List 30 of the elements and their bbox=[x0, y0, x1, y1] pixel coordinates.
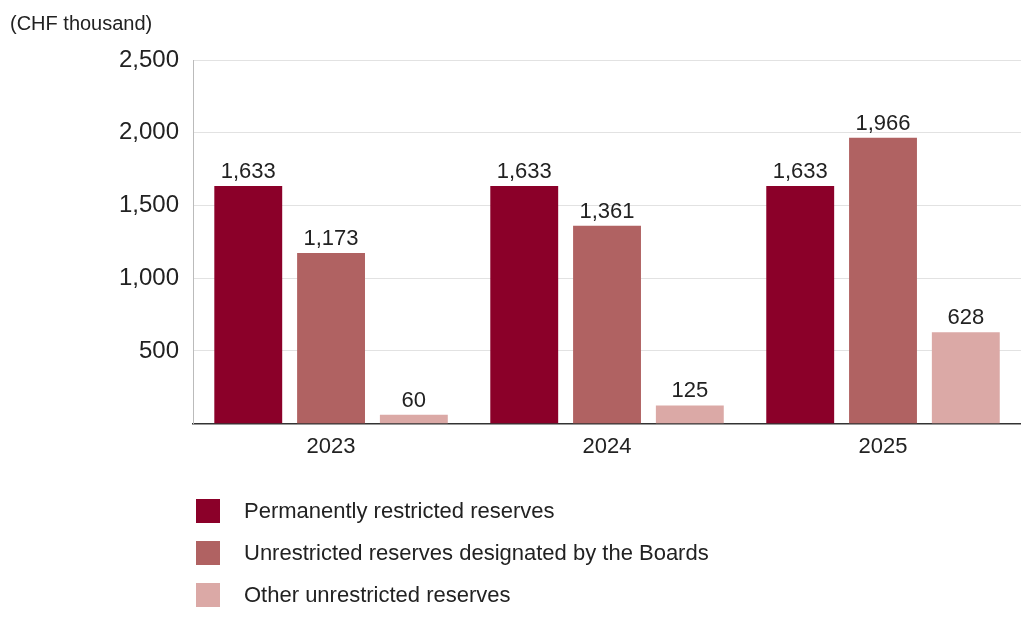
x-tick-label: 2023 bbox=[306, 432, 356, 458]
data-label: 1,173 bbox=[303, 225, 359, 251]
legend-label: Unrestricted reserves designated by the Boards bbox=[244, 540, 709, 566]
legend-label: Other unrestricted reserves bbox=[244, 582, 511, 608]
bar bbox=[655, 405, 724, 424]
y-tick-label: 1,000 bbox=[119, 262, 180, 290]
bar bbox=[379, 414, 448, 424]
x-tick-label: 2024 bbox=[582, 432, 632, 458]
bar bbox=[297, 253, 365, 424]
data-label: 1,966 bbox=[855, 109, 911, 135]
bar bbox=[490, 186, 559, 424]
x-tick-label: 2025 bbox=[858, 432, 908, 458]
data-label: 125 bbox=[671, 377, 709, 403]
data-label: 60 bbox=[401, 386, 427, 412]
bar bbox=[214, 186, 283, 424]
bar bbox=[849, 137, 917, 424]
y-tick-label: 2,000 bbox=[119, 117, 180, 145]
bar bbox=[931, 332, 1000, 424]
data-label: 1,633 bbox=[772, 158, 828, 184]
bar bbox=[766, 186, 835, 424]
y-tick-label: 1,500 bbox=[119, 190, 180, 218]
legend-label: Permanently restricted reserves bbox=[244, 498, 555, 524]
data-label: 628 bbox=[947, 304, 985, 330]
y-tick-label: 2,500 bbox=[119, 44, 180, 72]
y-axis-title: (CHF thousand) bbox=[10, 12, 153, 35]
data-label: 1,633 bbox=[220, 158, 276, 184]
data-label: 1,361 bbox=[579, 197, 635, 223]
data-label: 1,633 bbox=[496, 158, 552, 184]
bar bbox=[573, 225, 641, 424]
y-tick-label: 500 bbox=[139, 335, 180, 363]
